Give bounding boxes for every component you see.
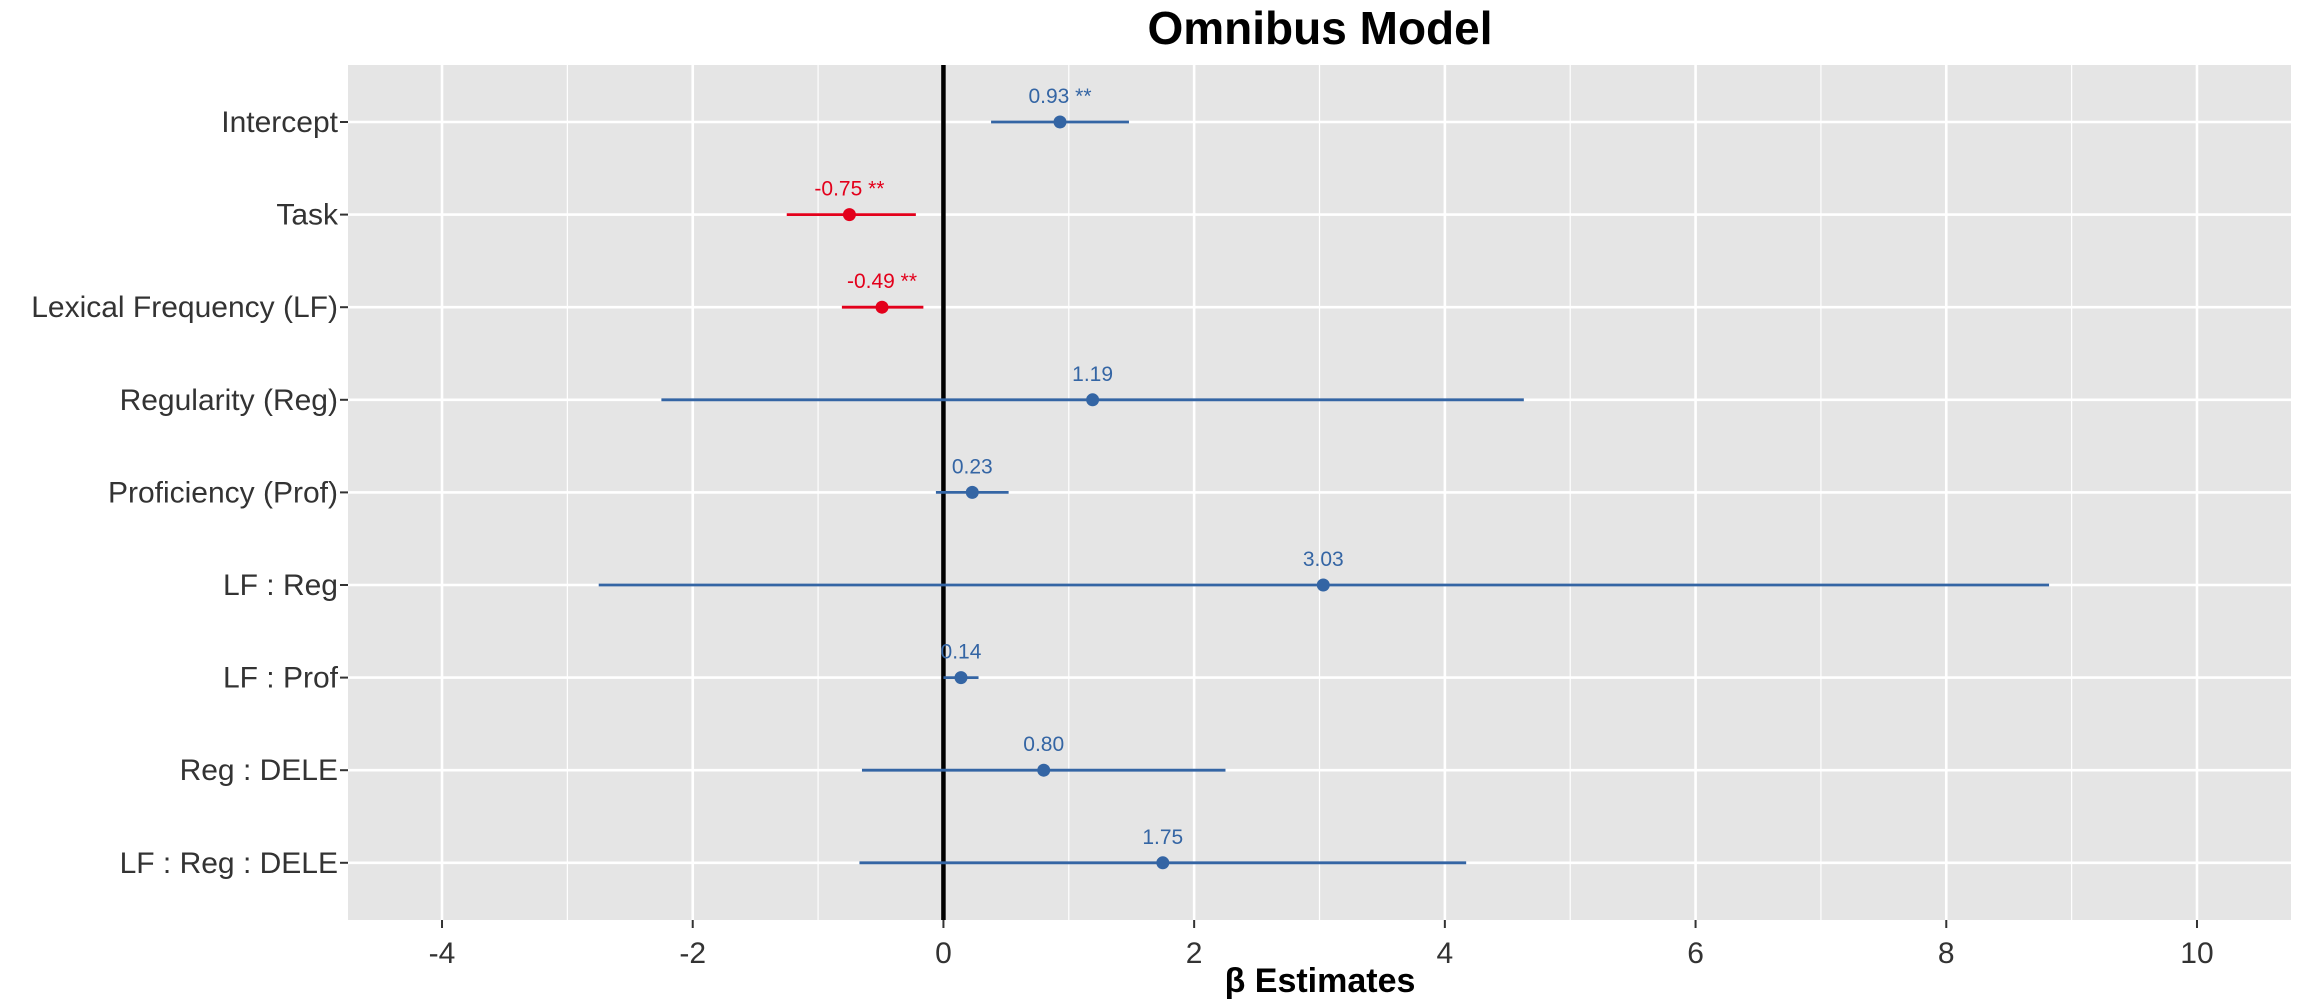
- estimate-label: 3.03: [1303, 548, 1344, 571]
- estimate-point: [965, 485, 979, 499]
- x-tick-label: 0: [935, 937, 952, 970]
- y-tick-label: LF : Prof: [223, 662, 339, 695]
- estimate-label: 0.23: [952, 455, 993, 478]
- x-tick-label: -2: [679, 937, 706, 970]
- y-axis: Intercept Task Lexical Frequency (LF) Regul…: [31, 106, 348, 880]
- y-tick-label: Proficiency (Prof): [108, 476, 338, 509]
- chart-title: Omnibus Model: [1148, 2, 1493, 54]
- y-tick-label: Intercept: [221, 106, 338, 139]
- estimate-point: [842, 208, 856, 222]
- x-tick-label: 6: [1687, 937, 1704, 970]
- estimate-point: [1053, 115, 1067, 129]
- estimate-point: [1086, 393, 1100, 407]
- x-axis: -4 -2 0 2 4 6 8 10: [429, 920, 2214, 970]
- estimate-label: 1.75: [1142, 826, 1183, 849]
- estimate-label: -0.49 **: [847, 270, 917, 293]
- x-tick-label: -4: [429, 937, 456, 970]
- estimate-label: 1.19: [1072, 363, 1113, 386]
- estimate-point: [954, 671, 968, 685]
- estimate-point: [1037, 763, 1051, 777]
- x-tick-label: 10: [2180, 937, 2213, 970]
- y-tick-label: Lexical Frequency (LF): [31, 291, 338, 324]
- x-tick-label: 8: [1938, 937, 1955, 970]
- estimate-label: 0.14: [941, 641, 982, 664]
- x-axis-title: β Estimates: [1225, 962, 1416, 1000]
- estimate-point: [1316, 578, 1330, 592]
- estimate-label: 0.93 **: [1028, 85, 1091, 108]
- y-tick-label: Regularity (Reg): [120, 384, 338, 417]
- y-tick-label: Reg : DELE: [180, 754, 338, 787]
- estimate-label: 0.80: [1023, 733, 1064, 756]
- estimate-point: [875, 300, 889, 314]
- x-tick-label: 4: [1437, 937, 1454, 970]
- y-tick-label: LF : Reg : DELE: [120, 847, 338, 880]
- x-tick-label: 2: [1186, 937, 1203, 970]
- y-tick-label: LF : Reg: [223, 569, 338, 602]
- estimate-point: [1156, 856, 1170, 870]
- estimate-label: -0.75 **: [814, 178, 884, 201]
- data-marks: 0.93 ** -0.75 ** -0.49 ** 1.19 0.23 3.03 0.14 0…: [598, 85, 2050, 870]
- y-tick-label: Task: [276, 199, 339, 232]
